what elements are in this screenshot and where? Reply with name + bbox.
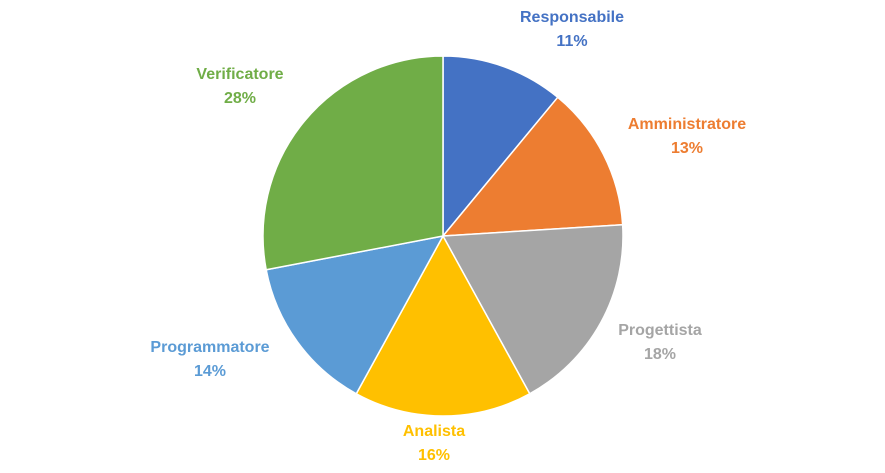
data-label-name: Responsabile (520, 9, 624, 26)
data-label-analista: Analista 16% (403, 423, 465, 464)
data-label-percent: 18% (644, 346, 676, 363)
data-label-percent: 16% (418, 447, 450, 464)
data-label-responsabile: Responsabile 11% (520, 9, 624, 50)
labels-layer: Responsabile 11% Amministratore 13% Progetti… (150, 9, 746, 464)
data-label-percent: 14% (194, 363, 226, 380)
data-label-programmatore: Programmatore 14% (150, 339, 269, 380)
data-label-percent: 13% (671, 140, 703, 157)
pie-slice-amministratore (442, 96, 624, 237)
data-label-name: Verificatore (196, 66, 283, 83)
data-label-name: Analista (403, 423, 465, 440)
data-label-name: Progettista (618, 322, 702, 339)
data-label-verificatore: Verificatore 28% (196, 66, 283, 107)
data-label-percent: 28% (224, 90, 256, 107)
data-label-progettista: Progettista 18% (618, 322, 702, 363)
slices-layer (262, 55, 624, 417)
pie-slice-programmatore (265, 235, 444, 395)
data-label-percent: 11% (556, 33, 587, 50)
data-label-name: Programmatore (150, 339, 269, 356)
pie-slice-progettista (442, 223, 624, 395)
data-label-amministratore: Amministratore 13% (628, 116, 746, 157)
pie-slice-responsabile (442, 55, 559, 237)
pie-slice-verificatore (262, 55, 444, 271)
pie-slice-analista (355, 235, 531, 417)
data-label-name: Amministratore (628, 116, 746, 133)
